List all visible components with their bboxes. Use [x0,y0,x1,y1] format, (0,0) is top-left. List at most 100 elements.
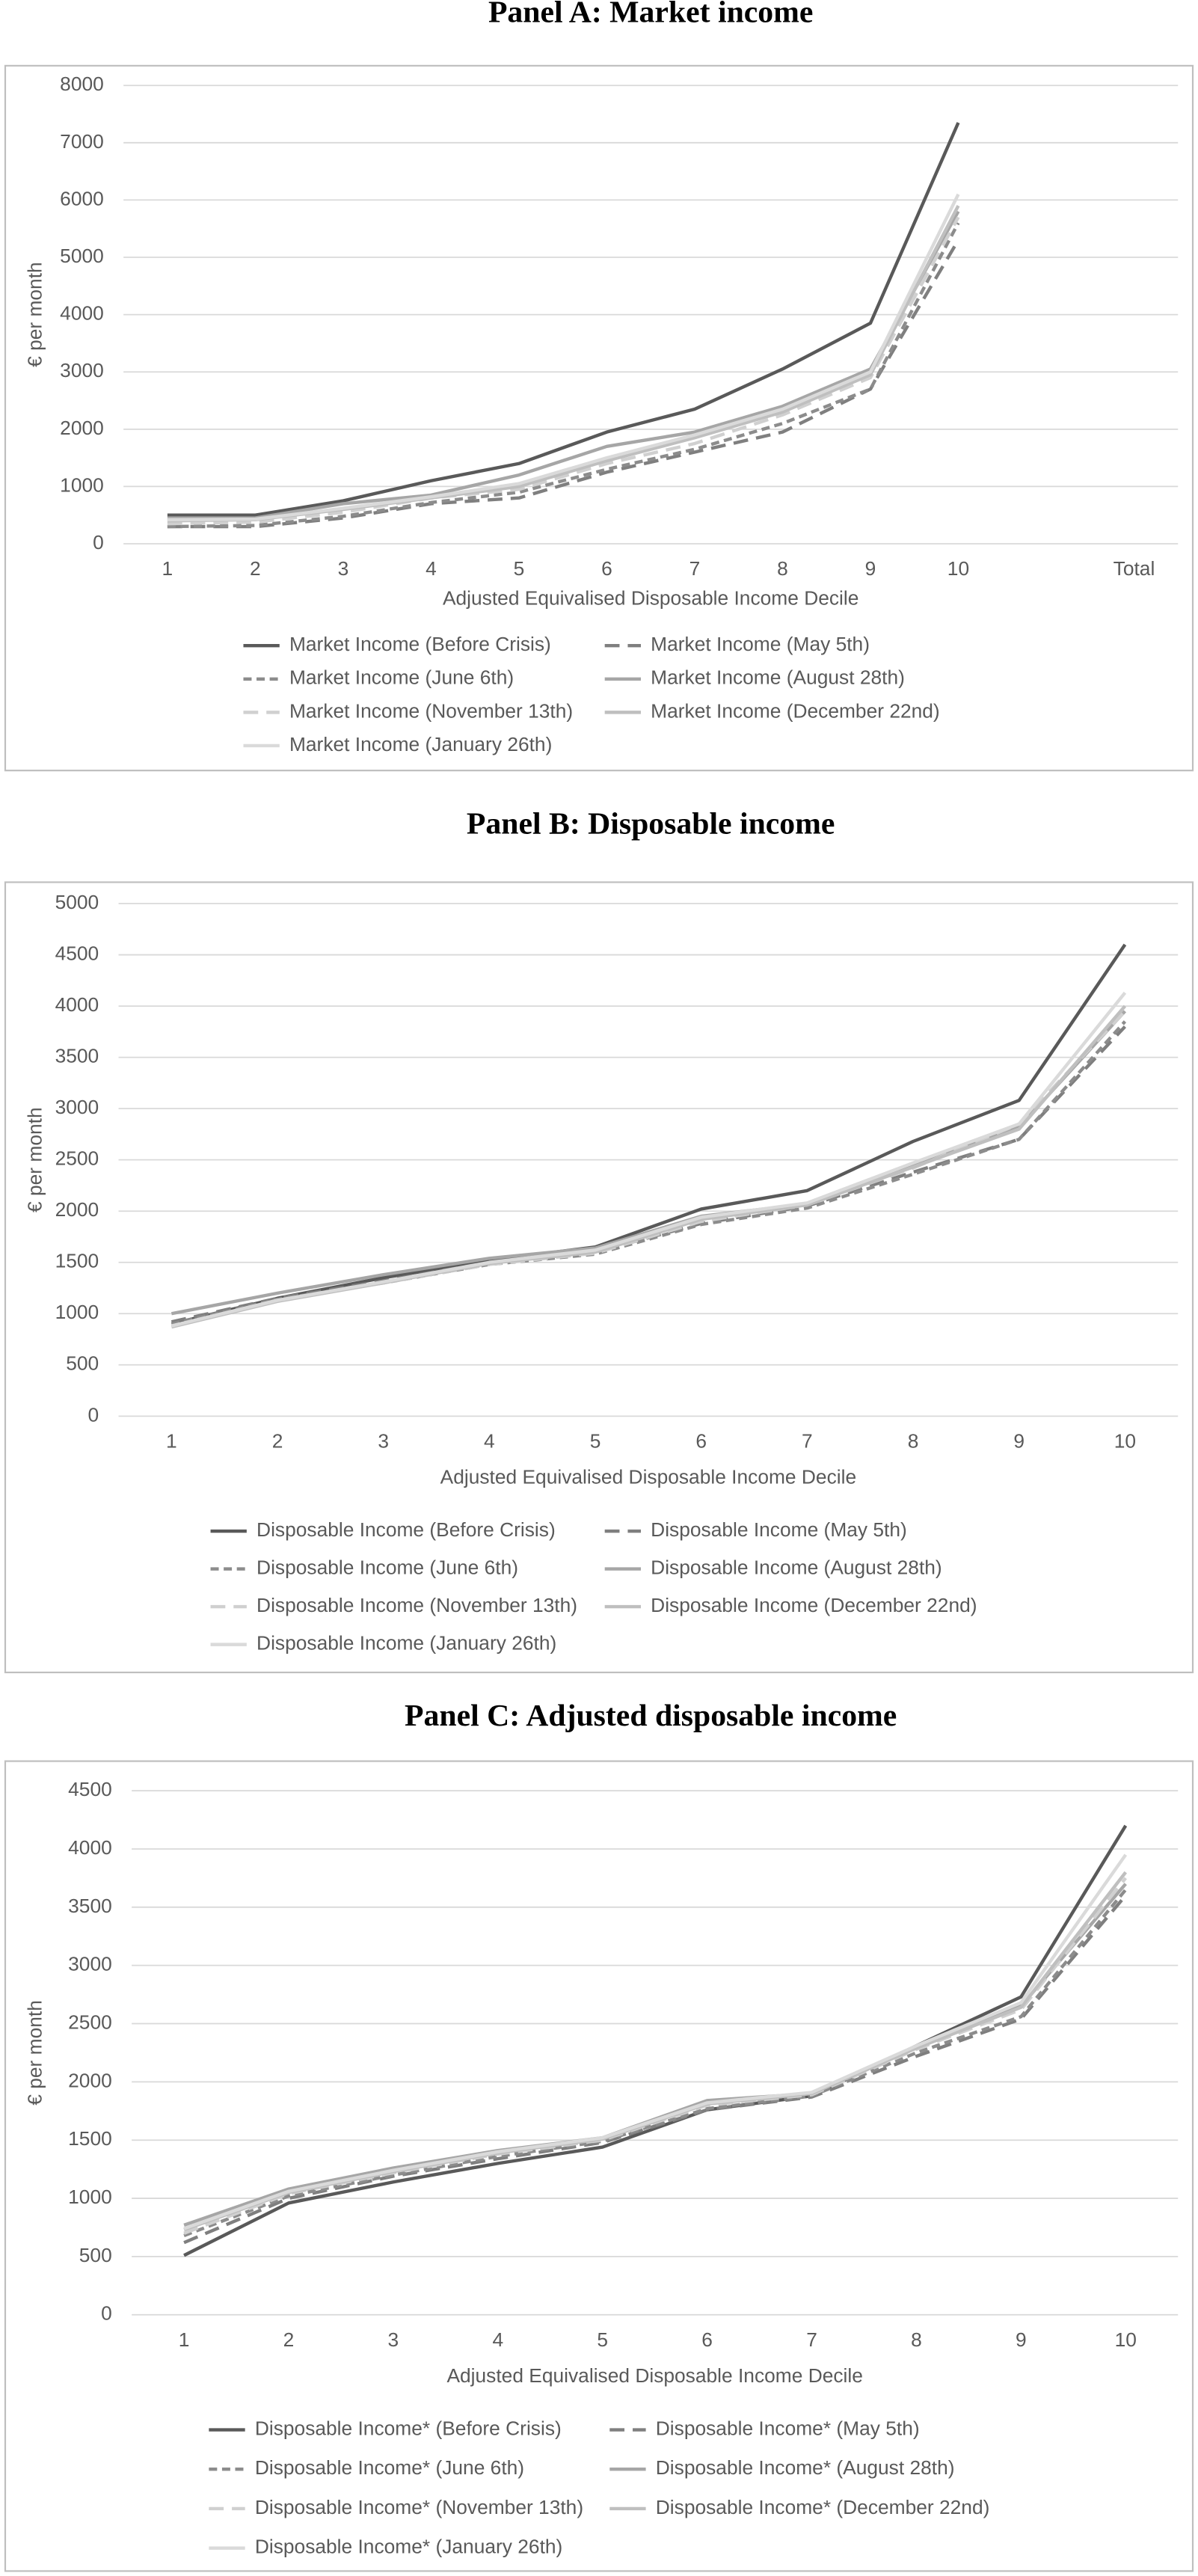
y-tick-label: 7000 [60,130,104,153]
x-tick-label: 1 [162,557,173,580]
data-line [171,991,1127,1328]
data-line [183,1853,1128,2230]
x-tick-label: 3 [378,1429,389,1452]
data-line [171,1025,1127,1324]
y-tick-label: 0 [88,1403,99,1426]
y-tick-label: 0 [93,531,104,553]
chart-frame [4,881,1194,1674]
legend-label: Market Income (December 22nd) [651,699,940,722]
legend-label: Disposable Income (Before Crisis) [257,1518,556,1541]
x-tick-label: 9 [1013,1429,1025,1452]
legend-label: Disposable Income (May 5th) [651,1518,907,1541]
x-tick-label: 4 [426,557,437,580]
y-tick-label: 3500 [68,1895,112,1917]
chart-title: Panel B: Disposable income [467,806,835,841]
data-line [171,1010,1127,1316]
y-tick-label: 2000 [68,2069,112,2091]
y-tick-label: 1500 [55,1250,99,1272]
y-tick-label: 1000 [68,2186,112,2208]
y-tick-label: 3000 [68,1953,112,1975]
y-tick-label: 5000 [55,891,99,913]
x-tick-label: 7 [689,557,701,580]
y-tick-label: 500 [79,2244,112,2266]
x-tick-label: 5 [597,2328,608,2351]
data-line [167,222,960,529]
x-axis-label: Adjusted Equivalised Disposable Income D… [443,587,858,610]
x-tick-label: 6 [601,557,612,580]
legend-label: Market Income (May 5th) [651,633,870,655]
data-line [167,210,960,520]
x-tick-label: 4 [484,1429,495,1452]
x-axis-label: Adjusted Equivalised Disposable Income D… [440,1466,856,1488]
legend-label: Market Income (January 26th) [289,733,552,755]
legend-label: Disposable Income* (December 22nd) [656,2496,990,2518]
y-tick-label: 2500 [68,2011,112,2033]
x-tick-label: 6 [701,2328,713,2351]
data-line [183,1871,1128,2232]
y-tick-label: 4000 [55,993,99,1016]
y-tick-label: 2000 [60,417,104,439]
y-tick-label: 4500 [68,1778,112,1800]
legend-label: Disposable Income (November 13th) [257,1594,577,1616]
x-tick-label: 5 [514,557,525,580]
data-line [167,205,960,523]
data-line [183,1877,1128,2235]
legend-label: Disposable Income* (May 5th) [656,2417,920,2439]
x-tick-label: 9 [865,557,876,580]
x-tick-label: 8 [911,2328,922,2351]
y-axis-label: € per month [24,2000,46,2106]
x-tick-label: 1 [166,1429,177,1452]
y-tick-label: 3500 [55,1045,99,1067]
chart-title: Panel A: Market income [488,0,813,29]
chart-frame [4,64,1194,772]
y-tick-label: 8000 [60,73,104,95]
x-tick-label: 3 [388,2328,399,2351]
legend-label: Disposable Income (August 28th) [651,1557,942,1579]
x-tick-label: 9 [1016,2328,1027,2351]
x-tick-label: Total [1113,557,1155,580]
y-axis-label: € per month [24,1107,46,1212]
legend-label: Disposable Income (June 6th) [257,1557,518,1579]
data-line [183,1824,1128,2257]
data-line [183,1883,1127,2227]
legend-label: Disposable Income* (Before Crisis) [255,2417,562,2439]
x-tick-label: 7 [802,1429,813,1452]
x-tick-label: 2 [283,2328,295,2351]
x-tick-label: 2 [272,1429,283,1452]
x-tick-label: 8 [908,1429,919,1452]
y-tick-label: 3000 [55,1096,99,1118]
chart-frame [4,1760,1194,2572]
x-tick-label: 6 [695,1429,707,1452]
y-tick-label: 1000 [60,473,104,496]
y-tick-label: 4000 [60,302,104,325]
x-tick-label: 10 [1115,2328,1137,2351]
x-tick-label: 5 [590,1429,601,1452]
x-tick-label: 10 [947,557,969,580]
data-line [171,943,1127,1326]
y-tick-label: 1000 [55,1301,99,1323]
y-tick-label: 1500 [68,2127,112,2150]
legend-label: Disposable Income (December 22nd) [651,1594,977,1616]
y-tick-label: 5000 [60,245,104,267]
data-line [167,216,960,526]
data-line [167,193,960,522]
data-line [171,1010,1127,1328]
y-tick-label: 500 [66,1352,99,1375]
y-tick-label: 0 [101,2302,112,2325]
y-tick-label: 6000 [60,187,104,209]
x-tick-label: 7 [806,2328,817,2351]
chart-title: Panel C: Adjusted disposable income [405,1699,897,1733]
y-tick-label: 2500 [55,1147,99,1170]
data-line [167,239,960,529]
x-tick-label: 3 [338,557,349,580]
x-tick-label: 10 [1114,1429,1136,1452]
x-tick-label: 4 [492,2328,503,2351]
legend-label: Market Income (Before Crisis) [289,633,551,655]
y-tick-label: 2000 [55,1198,99,1221]
legend-label: Disposable Income* (November 13th) [255,2496,583,2518]
data-line [171,1020,1127,1326]
y-axis-label: € per month [24,262,46,367]
data-line [183,1889,1127,2237]
x-tick-label: 2 [250,557,261,580]
legend-label: Market Income (November 13th) [289,699,573,722]
